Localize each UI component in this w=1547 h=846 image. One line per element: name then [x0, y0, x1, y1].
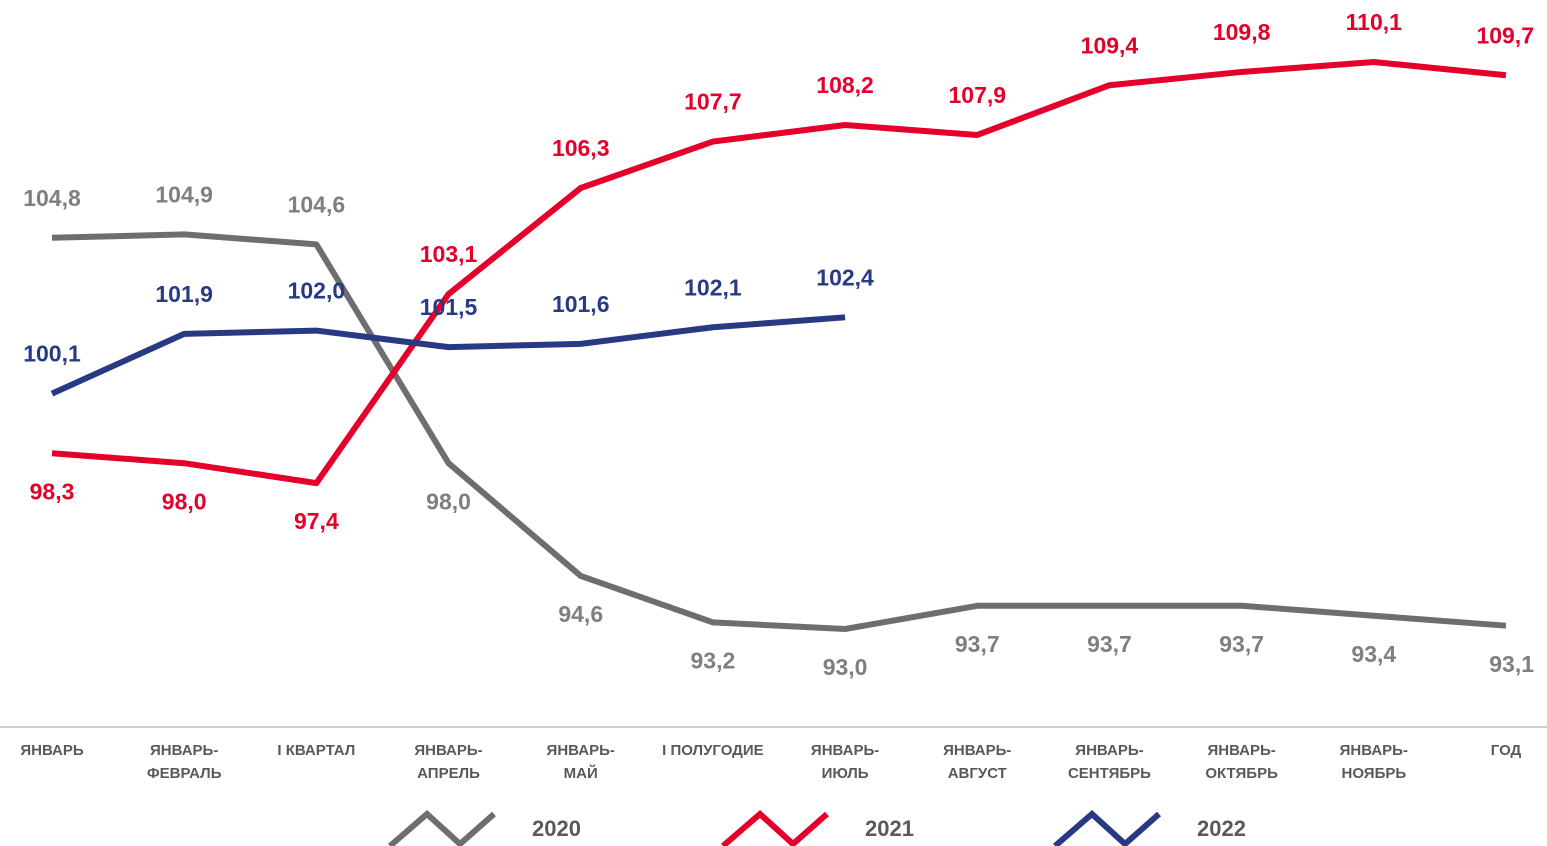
data-label: 93,1 — [1489, 651, 1534, 677]
x-tick-label: ГОД — [1490, 742, 1522, 759]
x-tick-label: ЯНВАРЬ- ФЕВРАЛЬ — [146, 742, 222, 782]
data-label: 106,3 — [552, 135, 610, 161]
data-label: 102,1 — [684, 274, 742, 300]
data-label: 93,4 — [1351, 641, 1396, 667]
data-label: 98,0 — [426, 488, 471, 514]
x-tick-label: ЯНВАРЬ- МАЙ — [546, 742, 615, 782]
data-label: 98,0 — [162, 488, 207, 514]
data-label: 93,7 — [1087, 631, 1132, 657]
x-tick-label: ЯНВАРЬ- НОЯБРЬ — [1339, 742, 1408, 782]
data-label: 102,0 — [288, 278, 346, 304]
data-label: 104,6 — [288, 191, 346, 217]
data-label: 94,6 — [558, 601, 603, 627]
x-tick-label: I ПОЛУГОДИЕ — [662, 742, 764, 759]
data-label: 97,4 — [294, 508, 339, 534]
data-label: 101,6 — [552, 291, 610, 317]
x-tick-label: ЯНВАРЬ- АВГУСТ — [943, 742, 1012, 782]
x-tick-label: ЯНВАРЬ- ОКТЯБРЬ — [1205, 742, 1278, 782]
data-label: 101,9 — [155, 281, 213, 307]
data-label: 93,2 — [691, 647, 736, 673]
series-line — [51, 231, 1507, 632]
legend-icon — [388, 809, 496, 846]
data-label: 107,7 — [684, 89, 742, 115]
legend-label: 2022 — [1197, 816, 1246, 841]
x-tick-label: ЯНВАРЬ- ИЮЛЬ — [810, 742, 880, 782]
data-label: 109,7 — [1476, 22, 1534, 48]
data-label: 109,8 — [1213, 19, 1271, 45]
legend-label: 2020 — [532, 816, 581, 841]
data-label: 93,7 — [955, 631, 1000, 657]
data-label: 98,3 — [30, 478, 75, 504]
x-tick-label: ЯНВАРЬ — [20, 742, 84, 759]
series-line — [50, 314, 846, 397]
legend-icon — [721, 809, 829, 846]
data-label: 102,4 — [816, 264, 874, 290]
series-line — [51, 59, 1507, 487]
x-tick-label: ЯНВАРЬ- СЕНТЯБРЬ — [1067, 742, 1151, 782]
data-label: 93,0 — [823, 654, 868, 680]
data-label: 107,9 — [948, 82, 1006, 108]
legend-icon — [1053, 809, 1161, 846]
data-label: 101,5 — [420, 294, 478, 320]
data-label: 110,1 — [1346, 9, 1402, 35]
x-tick-label: ЯНВАРЬ- АПРЕЛЬ — [414, 742, 483, 782]
data-label: 93,7 — [1219, 631, 1264, 657]
legend-label: 2021 — [865, 816, 914, 841]
data-label: 108,2 — [816, 72, 874, 98]
data-label: 104,8 — [23, 185, 81, 211]
data-label: 109,4 — [1081, 32, 1139, 58]
data-label: 104,9 — [155, 181, 213, 207]
data-label: 103,1 — [420, 241, 478, 267]
data-label: 100,1 — [23, 341, 81, 367]
x-tick-label: I КВАРТАЛ — [277, 742, 356, 759]
